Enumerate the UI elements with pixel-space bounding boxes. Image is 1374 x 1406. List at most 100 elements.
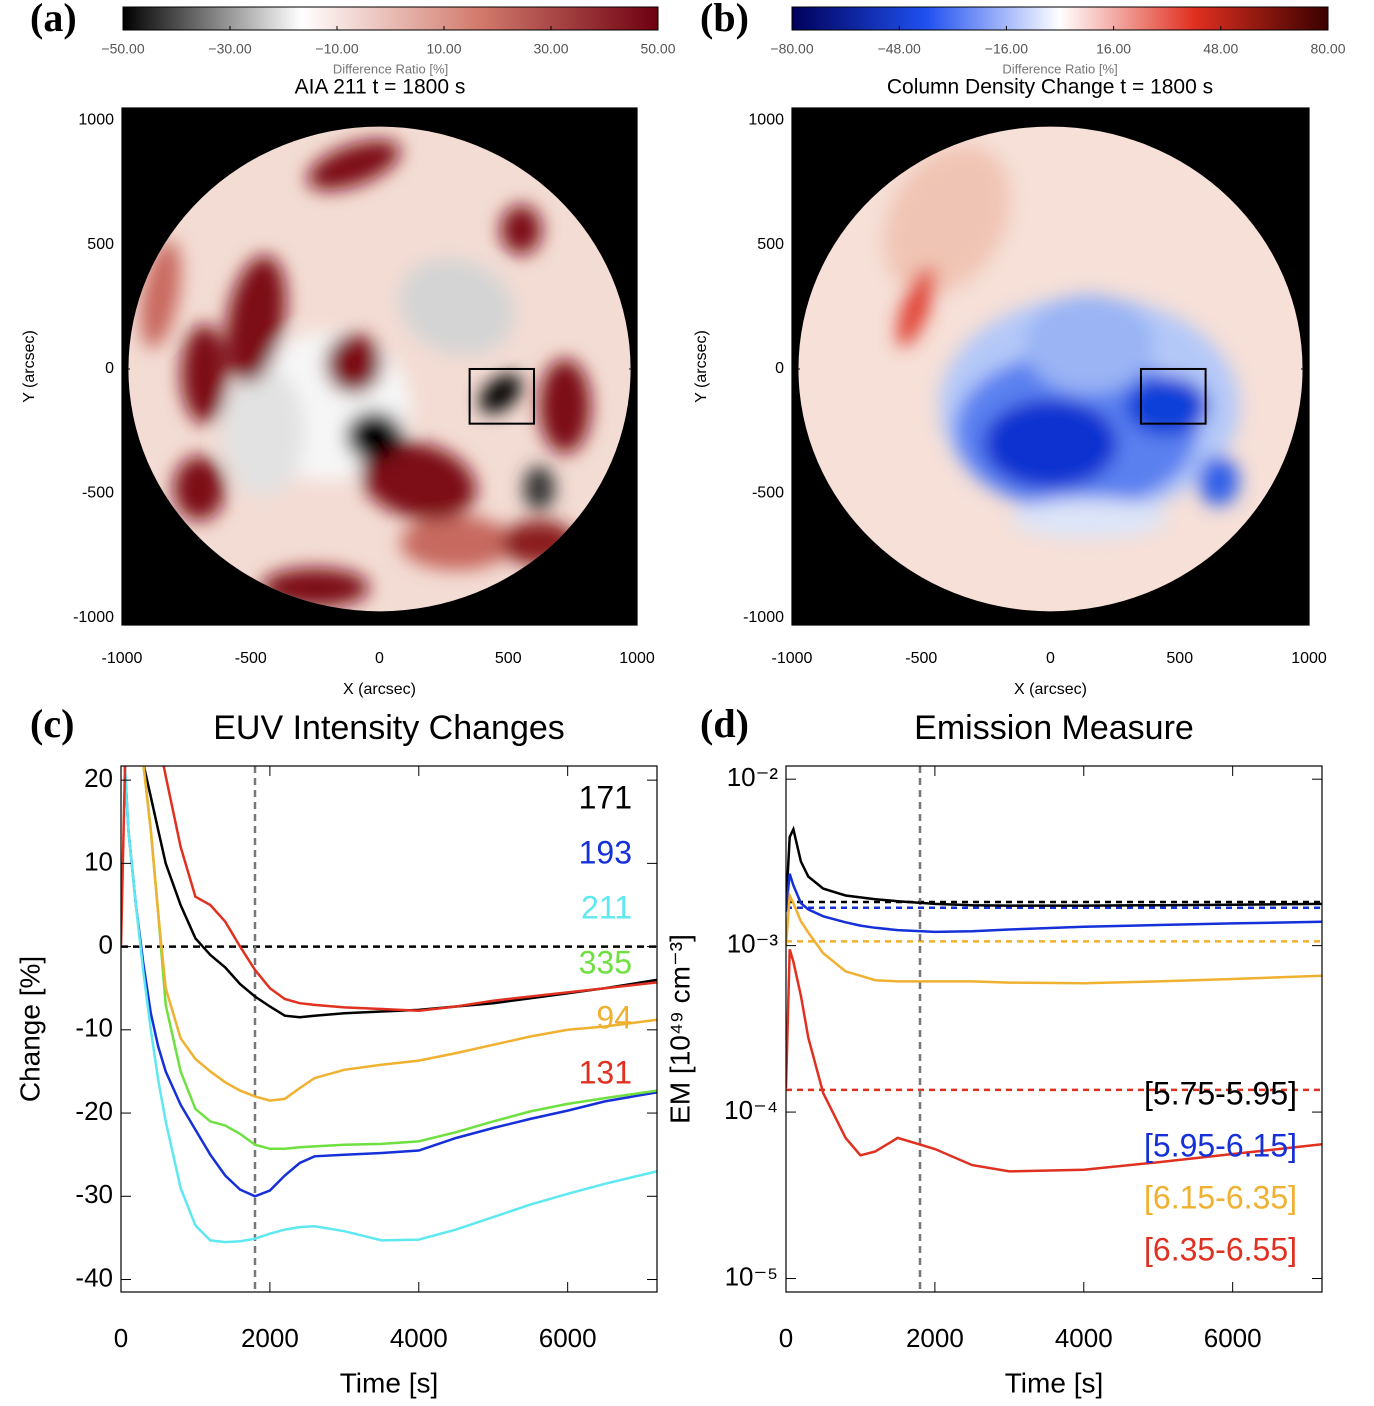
chart-title: AIA 211 t = 1800 s: [295, 76, 466, 99]
feature: [360, 441, 477, 520]
region-box: [1139, 367, 1207, 425]
y-axis-label: Y (arcsec): [693, 330, 710, 403]
x-tick-label: -1000: [772, 650, 813, 667]
feature: [225, 255, 286, 384]
feature: [523, 465, 555, 511]
x-axis-label: X (arcsec): [343, 681, 416, 698]
y-tick-label: 0: [105, 360, 114, 377]
x-tick-label: -500: [235, 650, 267, 667]
y-axis-label: Change [%]: [14, 956, 45, 1102]
legend-entry: 211: [581, 889, 632, 925]
feature: [398, 258, 515, 356]
feature: [983, 398, 1118, 489]
x-tick-label: 500: [495, 650, 522, 667]
y-tick-label: 1000: [78, 112, 114, 129]
x-axis-label: Time [s]: [1005, 1367, 1104, 1398]
x-axis-label: X (arcsec): [1014, 681, 1087, 698]
x-tick-label: 0: [114, 1323, 128, 1353]
disk-features: [140, 140, 591, 608]
x-tick-label: 500: [1166, 650, 1193, 667]
solar-disk: [128, 126, 631, 612]
y-tick-label: 10⁻⁵: [725, 1261, 778, 1291]
x-tick-label: 4000: [1055, 1323, 1113, 1353]
colorbar-label: Difference Ratio [%]: [1002, 61, 1117, 76]
legend-entry: [5.75-5.95]: [1144, 1075, 1297, 1111]
colorbar: [791, 6, 1329, 31]
disk-features: [883, 145, 1240, 539]
panel-label: (d): [700, 701, 749, 746]
y-axis-label: EM [10⁴⁹ cm⁻³]: [664, 934, 695, 1124]
x-axis-label: Time [s]: [340, 1367, 439, 1398]
x-tick-label: 1000: [1291, 650, 1327, 667]
feature: [222, 366, 305, 496]
series-line: [142, 766, 657, 1102]
colorbar-label: Difference Ratio [%]: [333, 61, 448, 76]
colorbar-tick-label: 16.00: [1096, 41, 1131, 57]
y-tick-label: -40: [75, 1262, 113, 1292]
feature: [1024, 294, 1154, 394]
legend-entry: 94: [596, 999, 632, 1035]
x-tick-label: 0: [375, 650, 384, 667]
legend-entry: 171: [579, 779, 632, 815]
panel: (c) EUV Intensity Changes 171 193 211 335 94 13…: [14, 701, 658, 1398]
panel-label: (c): [30, 701, 74, 746]
series-line: [786, 890, 1322, 985]
plot-frame: [120, 765, 658, 1293]
y-tick-label: -500: [752, 484, 784, 501]
chart-title: Emission Measure: [914, 709, 1194, 747]
legend-entry: [5.95-6.15]: [1144, 1127, 1297, 1163]
series-line: [142, 766, 657, 1019]
y-tick-label: 10⁻⁴: [724, 1095, 778, 1125]
x-tick-label: -1000: [102, 650, 143, 667]
y-tick-label: -30: [75, 1179, 113, 1209]
feature: [181, 324, 228, 424]
series-line: [121, 766, 657, 1012]
panel: (a) −50.00 −30.00 −10.00 10.00 30.00 50.00 Diff…: [21, 0, 676, 698]
series-line: [786, 948, 1322, 1173]
colorbar-tick-label: −16.00: [985, 41, 1028, 57]
legend-entry: 193: [579, 834, 632, 870]
colorbar-tick-label: −48.00: [878, 41, 921, 57]
panel: (b) −80.00 −48.00 −16.00 16.00 48.00 80.00 Diff…: [693, 0, 1346, 698]
feature: [897, 266, 935, 347]
y-tick-label: -1000: [73, 609, 114, 626]
feature: [1125, 376, 1209, 437]
x-tick-label: -500: [905, 650, 937, 667]
legend-entry: [6.35-6.55]: [1144, 1231, 1297, 1267]
panel-label: (a): [30, 0, 77, 40]
feature: [539, 359, 591, 454]
colorbar-tick-label: −80.00: [770, 41, 813, 57]
y-tick-label: 1000: [748, 112, 784, 129]
y-tick-label: 0: [99, 929, 113, 959]
colorbar-tick-label: 50.00: [640, 41, 675, 57]
feature: [883, 145, 1011, 295]
x-tick-label: 6000: [1204, 1323, 1262, 1353]
x-tick-label: 0: [779, 1323, 793, 1353]
legend-entry: [6.15-6.35]: [1144, 1179, 1297, 1215]
x-tick-label: 4000: [390, 1323, 448, 1353]
chart-title: Column Density Change t = 1800 s: [887, 76, 1213, 99]
y-tick-label: 500: [87, 236, 114, 253]
colorbar-tick-label: −30.00: [208, 41, 251, 57]
feature: [346, 411, 403, 461]
feature: [1197, 455, 1240, 506]
chart-title: EUV Intensity Changes: [213, 709, 565, 747]
solar-disk: [798, 126, 1303, 612]
x-tick-label: 1000: [619, 650, 655, 667]
y-tick-label: -1000: [743, 609, 784, 626]
y-tick-label: 10⁻²: [727, 762, 779, 792]
x-tick-label: 0: [1046, 650, 1055, 667]
y-tick-label: -500: [82, 484, 114, 501]
y-tick-label: 20: [84, 763, 113, 793]
colorbar-tick-label: −50.00: [101, 41, 144, 57]
y-tick-label: 10: [84, 846, 113, 876]
colorbar-tick-label: 30.00: [533, 41, 568, 57]
y-tick-label: -10: [75, 1013, 113, 1043]
colorbar: [122, 6, 659, 31]
feature: [500, 204, 542, 255]
colorbar-tick-label: 80.00: [1310, 41, 1345, 57]
plot-lines: [121, 766, 657, 1292]
legend-entry: 131: [579, 1054, 632, 1090]
y-tick-label: 0: [775, 360, 784, 377]
x-tick-label: 2000: [906, 1323, 964, 1353]
